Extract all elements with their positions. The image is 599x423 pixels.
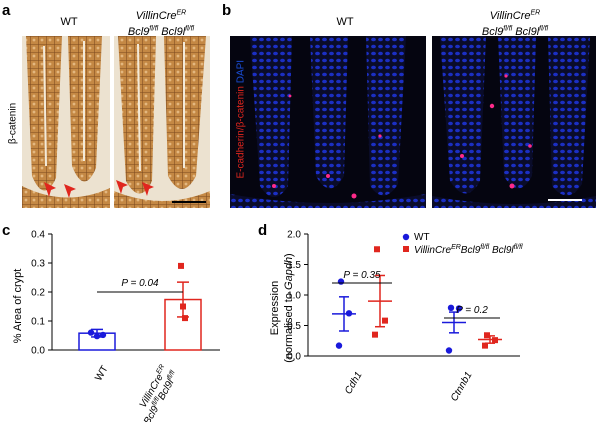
panel-c-label: c <box>2 222 11 239</box>
panel-c-ylabel: % Area of crypt <box>12 269 24 344</box>
panel-a-stain-label: β-catenin <box>7 102 19 145</box>
panel-d-pvalue-cdh1: P = 0.35 <box>343 270 381 281</box>
panel-c-ytick-label: 0.3 <box>31 259 45 270</box>
panel-c-ytick-label: 0.2 <box>31 288 45 299</box>
panel-d-point <box>382 317 388 324</box>
panel-a-label: a <box>2 2 11 19</box>
panel-d-ylabel-line1: Expression <box>269 281 281 335</box>
panel-d-ylabel-line2: (normalised to Gapdh) <box>283 253 295 362</box>
panel-d-pvalue-ctnnb1: P = 0.2 <box>456 305 488 316</box>
panel-d-point <box>482 342 488 349</box>
panel-b-label: b <box>222 2 232 19</box>
panel-b-fluorescence-images <box>230 36 596 208</box>
panel-d-legend: WT VillinCreERBcl9fl/fl Bcl9lfl/fl <box>402 232 523 256</box>
panel-c-category-wt: WT <box>93 364 110 383</box>
wt-fluorescence-image <box>230 36 426 208</box>
panel-c-point <box>178 262 184 269</box>
panel-c-point <box>87 329 95 336</box>
arrowhead-icons <box>44 180 154 198</box>
panel-d-ytick-label: 0.5 <box>287 321 301 332</box>
panel-d-ytick-label: 1.5 <box>287 260 301 271</box>
panel-c-category-mutant: VillinCreER Bcl9fl/flBcl9lfl/fl <box>138 364 177 423</box>
panel-d-point <box>484 332 490 339</box>
panel-c-point <box>99 331 107 339</box>
panel-d-category-ctnnb1: Ctnnb1 <box>449 370 475 403</box>
panel-d-point <box>372 331 378 338</box>
panel-d-chart: Expression (normalised to Gapdh) 0.0 0.5 1… <box>269 230 523 404</box>
panel-d-ytick-label: 2.0 <box>287 230 301 241</box>
svg-text:WT: WT <box>414 232 430 243</box>
panel-c-ytick-label: 0.4 <box>31 230 45 241</box>
panel-d-point <box>335 342 343 349</box>
panel-c-pvalue: P = 0.04 <box>121 278 159 289</box>
panel-c-ytick-label: 0.0 <box>31 346 45 357</box>
panel-d-ytick-label: 1.0 <box>287 291 301 302</box>
svg-text:VillinCreERBcl9fl/fl Bcl9lfl/f: VillinCreERBcl9fl/fl Bcl9lfl/fl <box>414 244 523 256</box>
panel-d-point <box>345 310 353 317</box>
panel-c-ytick-label: 0.1 <box>31 317 45 328</box>
panel-d-point <box>455 305 463 312</box>
mutant-ihc-image <box>114 36 210 208</box>
panel-c-point <box>180 303 186 310</box>
panel-d-label: d <box>258 222 268 239</box>
panel-b-mutant-header: VillinCreER Bcl9fl/fl Bcl9lfl/fl <box>481 9 549 39</box>
mutant-fluorescence-image <box>432 36 596 208</box>
panel-a-wt-header: WT <box>60 16 78 28</box>
panel-d-point <box>447 304 455 312</box>
panel-a-mutant-header: VillinCreER Bcl9fl/fl Bcl9lfl/fl <box>127 9 195 39</box>
panel-d-point <box>374 246 380 253</box>
panel-d-point <box>445 347 453 354</box>
panel-b-stain-label: E-cadherin/β-catenin DAPI <box>235 59 247 179</box>
panel-d-point <box>492 337 498 344</box>
panel-d-ytick-label: 0.0 <box>287 352 301 363</box>
wt-ihc-image <box>22 36 110 208</box>
panel-a-ihc-images <box>22 36 210 208</box>
panel-c-point <box>182 315 188 322</box>
panel-c-chart: % Area of crypt 0.0 0.1 0.2 0.3 0.4 P = 0.04… <box>12 230 220 423</box>
panel-b-wt-header: WT <box>336 16 354 28</box>
panel-d-category-cdh1: Cdh1 <box>343 370 364 396</box>
panel-c-point <box>93 332 101 340</box>
